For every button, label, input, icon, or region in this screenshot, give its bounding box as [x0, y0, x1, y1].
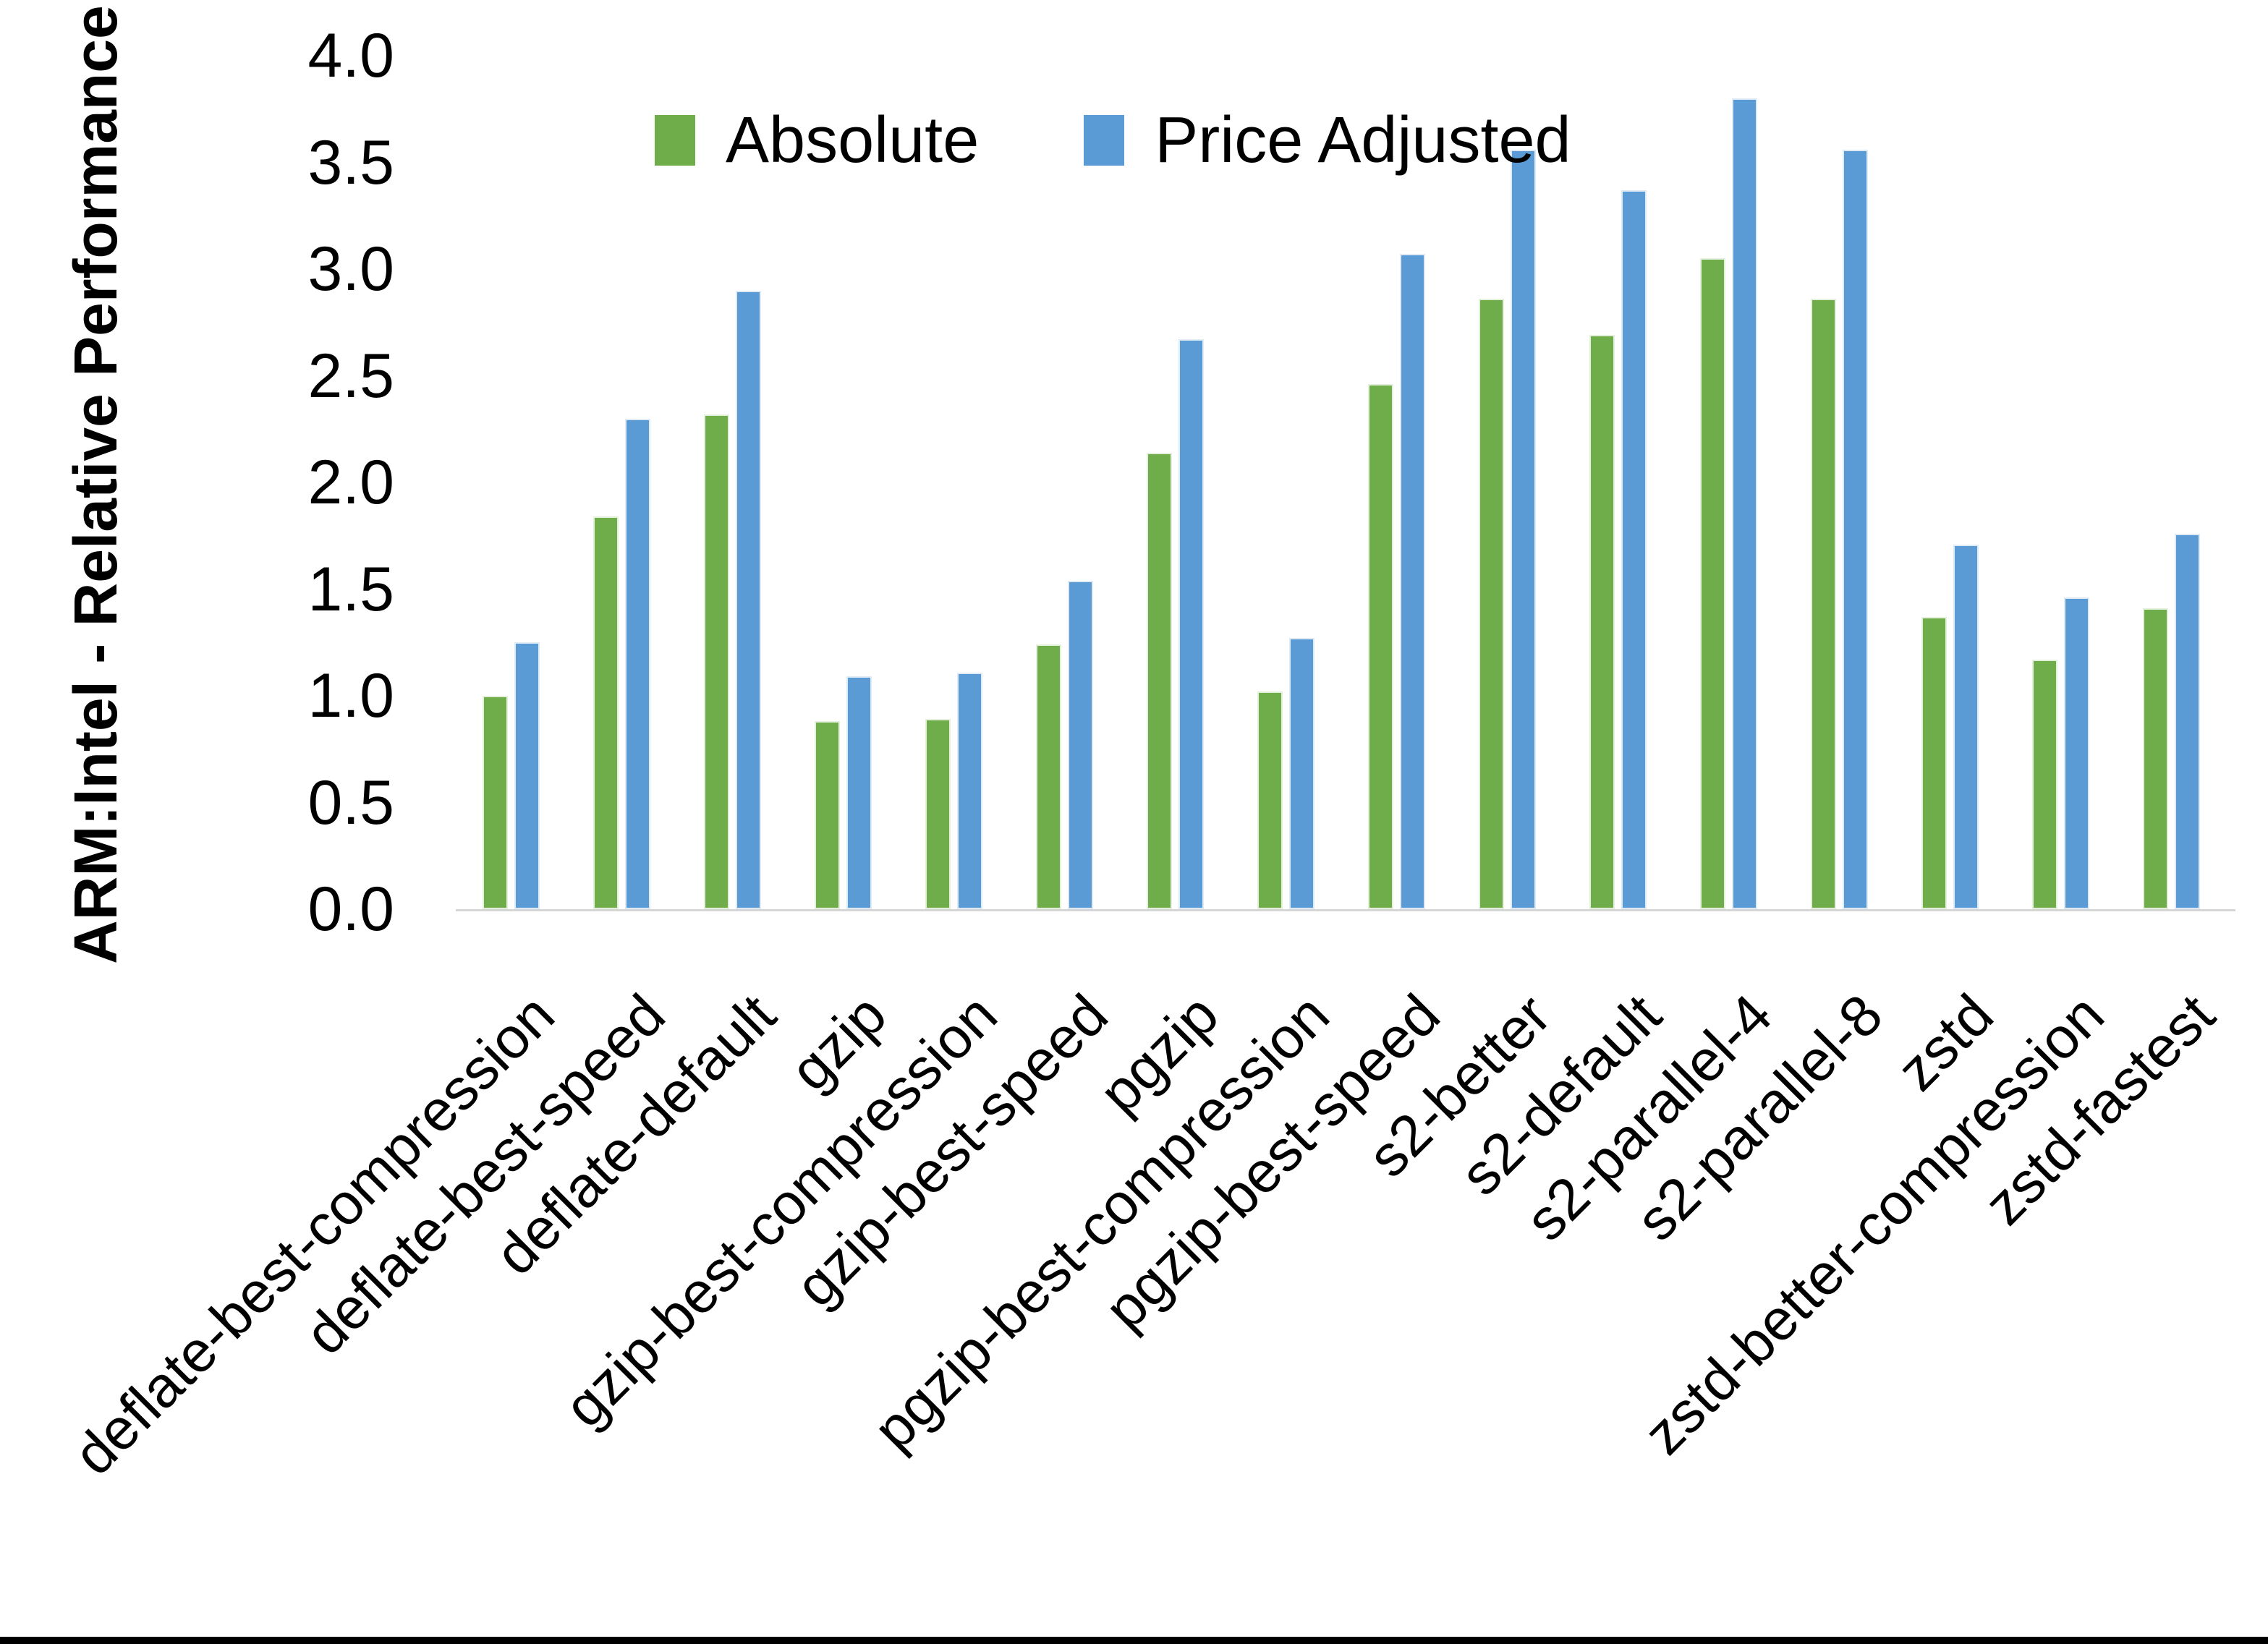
bar-absolute	[1921, 616, 1947, 909]
bar-group	[1231, 56, 1341, 909]
bar-group	[899, 56, 1009, 909]
bar-price-adjusted	[1178, 339, 1204, 909]
bar-price-adjusted	[2175, 533, 2200, 909]
legend-item-price-adjusted: Price Adjusted	[1084, 107, 1571, 174]
bar-absolute	[1257, 691, 1283, 909]
y-tick-label: 0.5	[307, 767, 394, 838]
bar-price-adjusted	[736, 290, 761, 909]
bar-price-adjusted	[1068, 580, 1093, 909]
bar-group	[1563, 56, 1673, 909]
bar-price-adjusted	[1732, 98, 1757, 909]
bar-group	[2116, 56, 2227, 909]
bar-absolute	[483, 696, 508, 909]
bar-group	[1673, 56, 1784, 909]
bar-group	[566, 56, 677, 909]
y-tick-label: 3.5	[307, 127, 394, 197]
bar-group	[1120, 56, 1231, 909]
bar-absolute	[704, 414, 729, 909]
bar-absolute	[1147, 452, 1172, 909]
bar-price-adjusted	[1843, 149, 1868, 909]
bar-group	[788, 56, 899, 909]
bar-price-adjusted	[1289, 638, 1314, 909]
y-tick-label: 2.0	[307, 448, 394, 517]
bar-group	[1895, 56, 2005, 909]
y-tick-label: 2.5	[307, 341, 394, 411]
bar-price-adjusted	[514, 642, 540, 909]
bar-price-adjusted	[957, 672, 982, 909]
bar-absolute	[593, 516, 619, 909]
legend-swatch-icon	[655, 115, 695, 166]
y-tick-label: 1.0	[307, 661, 394, 731]
bar-price-adjusted	[1953, 544, 1979, 909]
bar-absolute	[925, 719, 951, 909]
bar-price-adjusted	[1621, 189, 1647, 909]
bar-group	[677, 56, 788, 909]
bar-group	[1341, 56, 1452, 909]
bar-absolute	[1368, 384, 1393, 909]
y-tick-label: 3.0	[307, 234, 394, 304]
legend-label: Price Adjusted	[1155, 104, 1571, 176]
y-tick-label: 1.5	[307, 554, 394, 624]
y-tick-label: 0.0	[307, 874, 394, 944]
bar-price-adjusted	[2064, 597, 2089, 909]
bar-price-adjusted	[846, 676, 872, 909]
bottom-border-line	[0, 1637, 2268, 1644]
bar-absolute	[2032, 659, 2057, 909]
bar-group	[2005, 56, 2116, 909]
plot-area	[456, 56, 2235, 911]
bar-absolute	[1036, 644, 1061, 909]
bar-absolute	[2143, 608, 2168, 909]
legend: Absolute Price Adjusted	[655, 107, 1676, 174]
bar-absolute	[1479, 299, 1504, 909]
bar-group	[1452, 56, 1563, 909]
legend-swatch-icon	[1084, 115, 1125, 166]
bar-absolute	[815, 721, 840, 909]
bar-absolute	[1811, 299, 1836, 909]
y-tick-label: 4.0	[307, 21, 394, 90]
bar-absolute	[1589, 335, 1615, 909]
bar-group	[1784, 56, 1895, 909]
legend-label: Absolute	[726, 104, 980, 176]
bar-absolute	[1700, 258, 1725, 909]
bar-price-adjusted	[625, 418, 650, 909]
bar-group	[1009, 56, 1120, 909]
bar-price-adjusted	[1400, 254, 1425, 909]
bar-group	[456, 56, 566, 909]
bar-price-adjusted	[1511, 149, 1536, 909]
legend-item-absolute: Absolute	[655, 107, 979, 174]
